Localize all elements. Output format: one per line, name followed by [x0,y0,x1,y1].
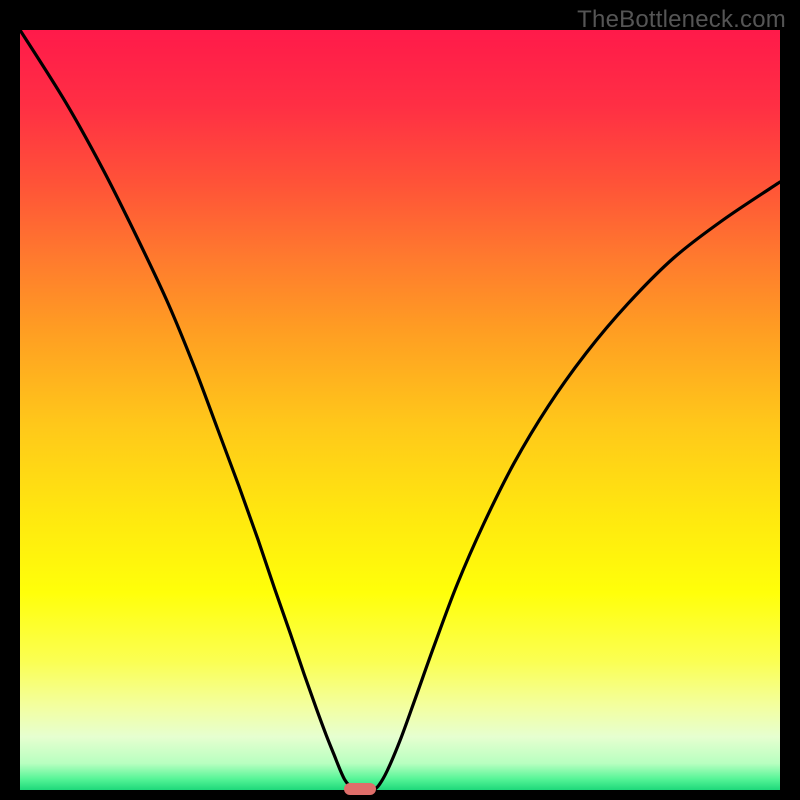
bottleneck-curve [20,30,780,790]
optimum-marker [344,783,376,795]
plot-area [20,30,780,790]
chart-frame: TheBottleneck.com [0,0,800,800]
